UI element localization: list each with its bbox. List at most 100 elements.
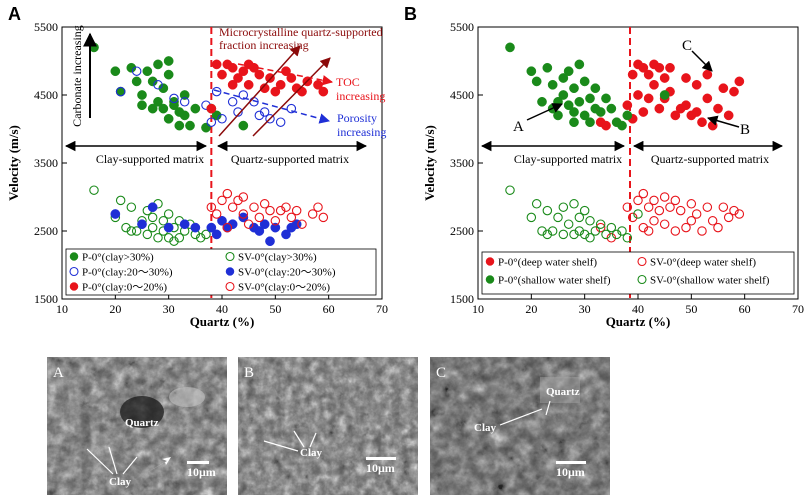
panel-b-data-point [553,212,563,223]
panel-b-data-point [617,226,627,236]
panel-b-data-point [606,222,617,233]
panel-a-data-point [163,56,174,66]
panel-a-data-point [163,113,174,124]
panel-a-legend-marker [69,282,79,291]
panel-b-data-point [691,79,702,90]
panel-b-data-point [526,212,537,223]
panel-a-data-point [286,73,297,83]
panel-a-data-point [89,185,99,195]
panel-a-series-4 [89,185,211,246]
panel-a-data-point [137,219,147,230]
panel-b-data-point [622,233,633,243]
panel-b-data-point [606,233,617,243]
panel-a-data-point [270,86,281,97]
panel-a-data-point [275,205,286,216]
panel-b-data-point [537,226,547,236]
panel-b-data-point [531,76,542,87]
panel-a-legend-marker [69,266,79,277]
panel-b-data-point [691,107,702,117]
panel-b-data-point [563,219,574,229]
panel-b-data-point [638,222,649,233]
panel-a-data-point [211,229,222,240]
panel-a-data-point [249,202,259,212]
panel-b-y-tick-label: 2500 [450,224,474,238]
panel-a-data-point [275,117,286,127]
panel-a-series-3 [206,59,329,114]
panel-a-legend-label: P-0°(clay:0～20%) [82,282,167,294]
panel-b-data-point [563,66,574,77]
panel-b-data-point [681,100,691,111]
panel-a-x-tick-label: 60 [323,302,335,316]
panel-a-data-point [169,96,179,107]
panel-b-data-point [691,209,702,219]
panel-b-data-point [595,107,606,117]
panel-b-data-point [659,90,670,100]
sem-c-texture [430,357,610,495]
panel-b-data-point [627,69,638,80]
panel-b-data-point [681,222,691,233]
panel-a-clay-matrix-label: Clay-supported matrix [96,152,204,166]
panel-b-data-point [638,62,649,73]
panel-a-x-tick-label: 50 [269,302,281,316]
panel-a-data-point [291,219,302,230]
panel-a-data-point [307,209,318,219]
panel-a-data-point [238,120,249,131]
sem-image-b: B Clay 10μm [238,357,418,495]
panel-a-data-point [227,79,238,90]
panel-a-data-point [313,202,323,212]
panel-b-data-point [702,69,713,80]
panel-b-letter: B [404,4,417,24]
panel-b-data-point [686,199,697,209]
panel-a-data-point [158,103,169,114]
panel-a-data-point [254,110,265,121]
panel-b-data-point [670,195,681,206]
panel-a-data-point [318,86,329,97]
panel-a-data-point [185,120,195,131]
sem-a-quartz-label: Quartz [125,417,159,429]
panel-a-data-point [153,80,163,90]
panel-a-data-point [142,229,153,240]
panel-b-x-tick-label: 20 [525,302,537,316]
panel-b-data-point [585,117,595,128]
panel-a-y-tick-label: 1500 [34,292,58,306]
panel-b-data-point [713,222,723,233]
panel-b-series-3 [595,188,745,243]
panel-b-data-point [659,219,670,229]
panel-a-toc-label-line1: TOC [336,75,360,89]
panel-b-legend-label: P-0°(shallow water shelf) [498,275,611,287]
panel-b-data-point [590,83,601,94]
panel-a-microcrystalline-label-line1: Microcrystalline quartz-supported [219,25,383,39]
panel-b-clay-matrix-label: Clay-supported matrix [514,152,622,166]
panel-b-data-point [697,226,707,236]
panel-a-data-point [211,110,222,121]
panel-b-series-2 [505,42,670,131]
panel-b-data-point [601,93,611,104]
panel-b-y-tick-label: 3500 [450,156,474,170]
sem-b-letter: B [244,365,254,381]
panel-a-data-point [217,69,227,80]
panel-a-data-point [259,219,270,230]
panel-b-data-point [595,219,606,229]
panel-a-data-point [163,69,174,80]
panel-b-arrow-c [691,50,713,72]
panel-a-data-point [217,195,227,206]
panel-b-data-point [702,202,713,212]
panel-a-data-point [169,236,179,246]
sem-c-scale-label: 10μm [556,465,585,479]
panel-b-data-point [563,100,574,111]
panel-a-legend-label: SV-0°(clay>30%) [238,252,317,264]
panel-a-data-point [147,212,158,223]
panel-a-data-point [270,216,281,226]
panel-b-data-point [654,205,665,216]
panel-b-data-point [649,195,659,206]
panel-b-data-point [734,209,745,219]
panel-b-series-1 [595,59,745,131]
sem-c-quartz-label: Quartz [546,386,580,398]
panel-a-series-5 [110,202,302,247]
panel-b-arrow-b [706,115,740,128]
panel-b-legend-label: SV-0°(shallow water shelf) [650,275,770,287]
panel-a-y-tick-label: 5500 [34,20,58,34]
panel-a-data-point [121,222,131,233]
panel-a-data-point [201,122,211,133]
panel-b-data-points [505,42,745,243]
